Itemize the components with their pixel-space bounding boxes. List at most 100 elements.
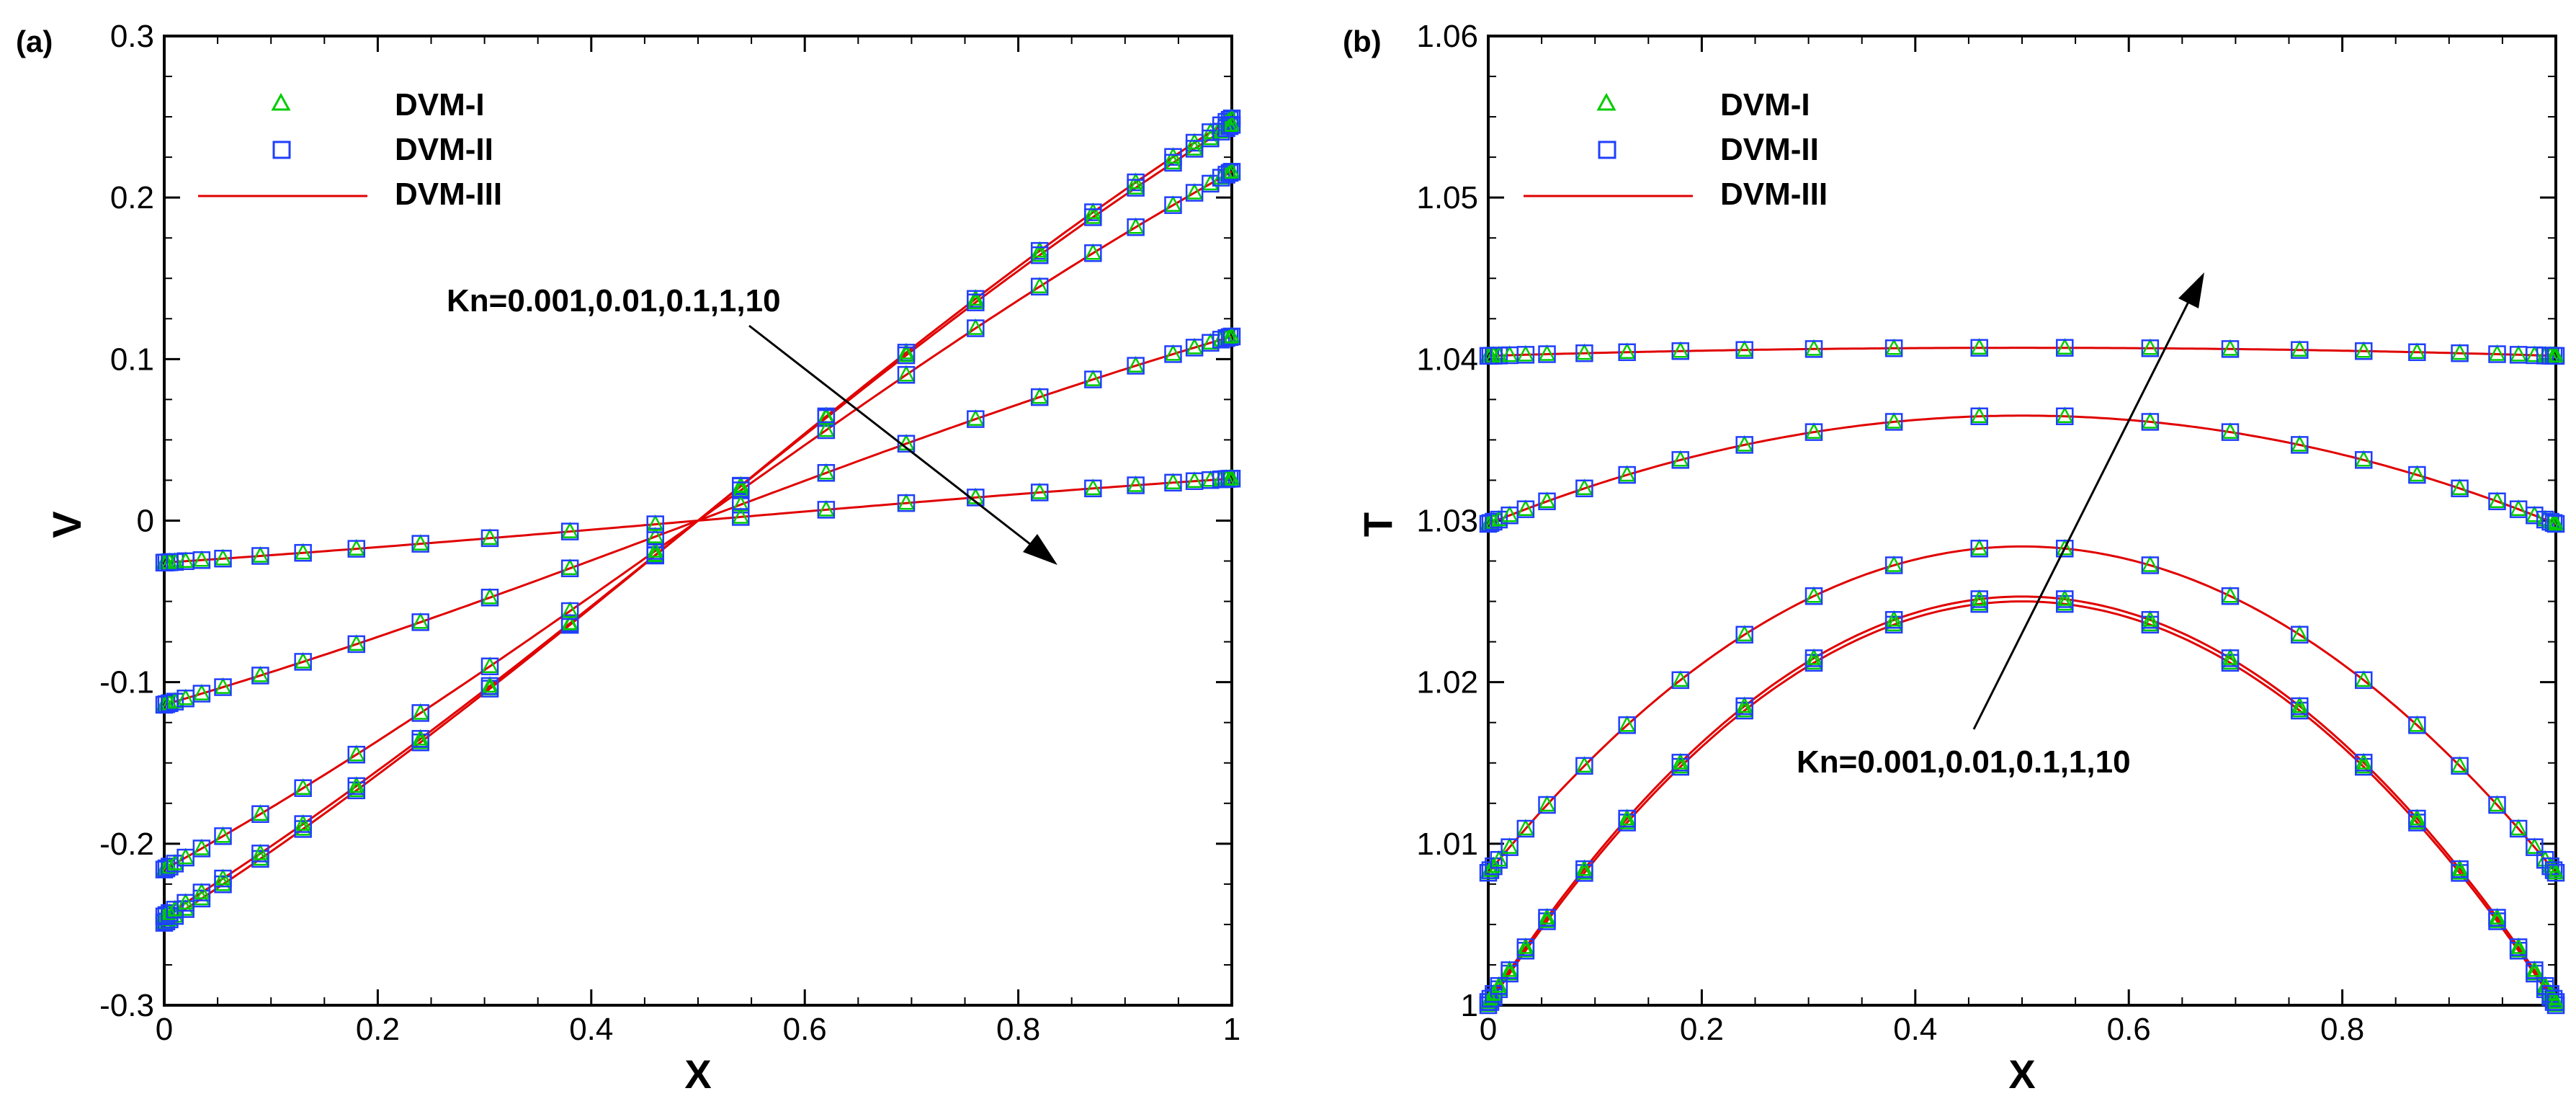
dvm-ii-marker — [411, 613, 429, 631]
dvm-i-marker — [1885, 555, 1903, 572]
dvm-ii-marker — [2221, 649, 2240, 667]
dvm-ii-marker — [560, 522, 579, 540]
dvm-ii-marker — [1030, 484, 1049, 502]
dvm-ii-marker — [480, 677, 499, 695]
y-tick-label: 0.2 — [110, 180, 154, 215]
dvm-ii-marker — [2056, 407, 2074, 426]
dvm-i-marker — [2408, 342, 2426, 360]
dvm-i-marker — [2355, 341, 2373, 358]
dvm-i-marker — [2056, 406, 2074, 424]
dvm-ii-marker — [1575, 860, 1593, 878]
dvm-i-marker — [411, 732, 429, 749]
dvm-ii-marker — [2141, 413, 2160, 431]
dvm-i-marker — [2141, 411, 2159, 429]
dvm-i-marker — [2141, 338, 2159, 355]
dvm-i-marker — [1164, 147, 1182, 164]
dvm-i-marker — [1481, 860, 1500, 877]
dvm-ii-marker — [1084, 208, 1102, 226]
y-tick-label: 1.02 — [1416, 665, 1478, 700]
dvm-ii-marker — [2291, 436, 2309, 454]
panel-a-kn-annotation: Kn=0.001,0.01,0.1,1,10 — [447, 283, 781, 319]
y-tick-label: 1.03 — [1416, 504, 1478, 539]
dvm-ii-marker — [2056, 540, 2074, 558]
dvm-i-marker — [192, 882, 210, 899]
dvm-ii-marker — [2408, 716, 2426, 734]
dvm-i-marker — [1671, 752, 1689, 770]
dvm-ii-marker — [1202, 129, 1220, 148]
dvm-i-marker — [2488, 795, 2506, 812]
dvm-ii-marker — [2354, 342, 2373, 360]
dvm-i-marker — [2510, 499, 2528, 516]
dvm-ii-marker — [1127, 476, 1145, 494]
dvm-i-marker — [480, 587, 499, 605]
y-tick-label: 0.3 — [110, 19, 154, 54]
dvm-i-marker — [1031, 482, 1049, 499]
dvm-ii-marker — [166, 901, 184, 919]
dvm-ii-marker — [897, 346, 916, 365]
x-tick-label: 0.6 — [783, 1012, 827, 1047]
dvm-ii-marker — [2546, 993, 2565, 1011]
dvm-i-marker — [161, 903, 179, 920]
dvm-i-marker — [1538, 911, 1556, 928]
dvm-ii-marker — [411, 535, 429, 553]
dvm-i-marker — [1164, 153, 1182, 170]
dvm-ii-marker — [2451, 344, 2469, 362]
dvm-i-marker — [1516, 344, 1534, 362]
panel-b-kn-arrow — [1972, 272, 2204, 730]
dvm-i-marker — [2056, 589, 2074, 606]
y-tick-label: 1.05 — [1416, 180, 1478, 215]
dvm-ii-marker — [2221, 340, 2240, 358]
dvm-i-marker — [2510, 940, 2528, 958]
x-tick-label: 0.6 — [2107, 1012, 2151, 1047]
dvm-ii-marker — [1884, 556, 1903, 574]
panel-a-arrow-head — [1023, 534, 1057, 565]
dvm-ii-marker — [2221, 587, 2240, 605]
dvm-ii-marker — [817, 464, 836, 482]
dvm-ii-marker — [1164, 196, 1182, 214]
dvm-i-marker — [480, 656, 499, 674]
dvm-ii-marker — [480, 657, 499, 676]
dvm-ii-marker — [1127, 357, 1145, 375]
dvm-ii-marker — [1804, 423, 1823, 441]
dvm-i-marker — [251, 545, 269, 563]
y-tick-label: 1.04 — [1416, 342, 1478, 377]
dvm-i-marker — [1885, 610, 1903, 627]
dvm-ii-marker — [1735, 625, 1753, 644]
y-tick-label: -0.1 — [99, 665, 154, 700]
dvm-i-marker — [1222, 161, 1241, 179]
dvm-ii-marker — [1618, 716, 1636, 734]
panel-b-legend: DVM-I DVM-II DVM-III — [1524, 87, 1828, 212]
x-tick-label: 0.2 — [356, 1012, 400, 1047]
panel-b-ticks: 0 0.2 0.4 0.6 0.8 1 1.01 1.02 1.03 1.04 1.05 1.06 — [1416, 19, 2557, 1047]
dvm-ii-marker — [2546, 347, 2565, 365]
dvm-i-marker — [1084, 369, 1102, 386]
dvm-i-marker — [1222, 326, 1241, 344]
dvm-ii-marker — [1884, 339, 1903, 357]
dvm-i-marker — [2408, 812, 2426, 829]
panel-a-ticks: 0 0.2 0.4 0.6 0.8 1 -0.3 -0.2 -0.1 0 0.1 0.2 0.3 — [99, 19, 1240, 1047]
dvm-i-marker — [347, 538, 365, 556]
dvm-ii-marker — [1185, 140, 1204, 158]
dvm-i-marker — [1084, 207, 1102, 224]
dvm-i-marker — [1031, 277, 1049, 294]
dvm-ii-marker — [411, 704, 429, 722]
dvm-i-marker — [1970, 538, 1988, 556]
dvm-ii-marker — [897, 494, 916, 512]
dvm-ii-marker — [1575, 479, 1593, 498]
dvm-i-marker — [1031, 387, 1049, 404]
dvm-ii-marker — [2408, 343, 2426, 362]
dvm-i-marker — [1516, 940, 1534, 958]
dvm-i-marker — [2546, 346, 2565, 363]
dvm-i-marker — [1671, 341, 1689, 358]
dvm-i-marker — [2221, 648, 2240, 665]
panel-b-legend-label-dvm-i: DVM-I — [1720, 87, 1810, 123]
dvm-ii-marker — [166, 692, 184, 711]
dvm-i-marker — [251, 665, 269, 682]
dvm-ii-marker — [1671, 342, 1690, 360]
dvm-i-marker — [251, 849, 269, 866]
panel-b-markers — [1479, 338, 2565, 1015]
dvm-i-marker — [561, 521, 579, 538]
dvm-ii-marker — [1671, 451, 1690, 469]
dvm-i-marker — [967, 409, 985, 426]
dvm-ii-marker — [161, 904, 179, 922]
